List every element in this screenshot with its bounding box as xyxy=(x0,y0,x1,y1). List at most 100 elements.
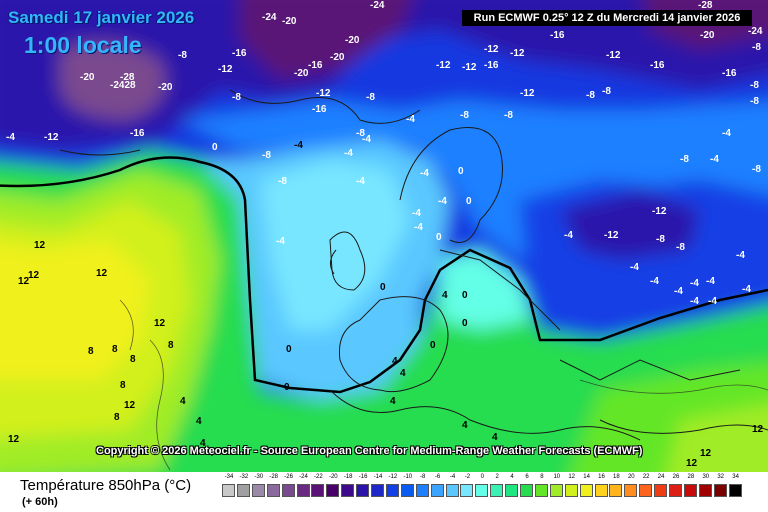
scale-tick-label: 10 xyxy=(553,474,561,480)
legend-bar: Température 850hPa (°C) (+ 60h) -34 -32 -3… xyxy=(0,472,768,512)
map-value-label: -16 xyxy=(308,60,323,71)
map-value-label: -20 xyxy=(345,35,360,46)
scale-swatch xyxy=(415,484,429,497)
map-value-label: -20 xyxy=(282,16,297,27)
scale-swatch xyxy=(356,484,370,497)
map-value-label: 8 xyxy=(114,412,120,423)
map-value-label: 0 xyxy=(212,142,218,153)
scale-swatch xyxy=(594,484,608,497)
scale-swatch xyxy=(326,484,340,497)
scale-swatch xyxy=(549,484,563,497)
scale-swatch xyxy=(445,484,459,497)
map-value-label: 0 xyxy=(462,290,468,301)
legend-title: Température 850hPa (°C) xyxy=(20,477,192,494)
scale-swatch xyxy=(564,484,578,497)
map-value-label: 0 xyxy=(458,166,464,177)
map-value-label: -16 xyxy=(484,60,499,71)
map-value-label: 12 xyxy=(18,276,30,287)
map-value-label: -16 xyxy=(232,48,247,59)
map-value-label: -4 xyxy=(690,296,699,307)
map-value-label: 0 xyxy=(462,318,468,329)
scale-swatch xyxy=(296,484,310,497)
map-value-label: -16 xyxy=(550,30,565,41)
map-value-label: 4 xyxy=(462,420,468,431)
scale-swatch xyxy=(624,484,638,497)
scale-tick-label: -16 xyxy=(358,474,368,480)
scale-tick-label: 12 xyxy=(568,474,576,480)
map-value-label: -20 xyxy=(330,52,345,63)
map-value-label: -4 xyxy=(706,276,715,287)
map-value-label: -4 xyxy=(742,284,751,295)
scale-tick-label: 14 xyxy=(583,474,590,480)
copyright-notice: Copyright © 2026 Meteociel.fr - Source E… xyxy=(96,445,643,457)
map-value-label: -12 xyxy=(606,50,621,61)
map-value-label: -8 xyxy=(278,176,287,187)
map-value-label: -8 xyxy=(178,50,187,61)
map-value-label: 0 xyxy=(380,282,386,293)
map-value-label: 4 xyxy=(392,356,398,367)
scale-tick-label: 24 xyxy=(657,474,665,480)
scale-tick-label: 2 xyxy=(495,474,499,480)
forecast-date: Samedi 17 janvier 2026 xyxy=(8,8,195,27)
map-value-label: 8 xyxy=(130,354,136,365)
map-value-label: -24 xyxy=(370,0,385,11)
map-value-label: -4 xyxy=(674,286,683,297)
coastlines xyxy=(59,89,768,441)
map-value-label: -8 xyxy=(262,150,271,161)
scale-swatch xyxy=(579,484,593,497)
map-value-label: -20 xyxy=(158,82,173,93)
map-value-label: -8 xyxy=(680,154,689,165)
scale-tick-label: -26 xyxy=(284,474,293,480)
map-value-label: -20 xyxy=(294,68,309,79)
map-value-label: 12 xyxy=(686,458,698,469)
map-value-label: 8 xyxy=(168,340,174,351)
map-value-label: 4 xyxy=(442,290,448,301)
scale-swatch xyxy=(281,484,295,497)
map-value-label: -8 xyxy=(356,128,365,139)
map-value-label: 8 xyxy=(112,344,118,355)
scale-tick-label: -12 xyxy=(388,474,398,480)
map-value-label: -4 xyxy=(294,140,303,151)
scale-tick-label: 8 xyxy=(540,474,544,480)
map-value-label: -4 xyxy=(722,128,731,139)
scale-tick-label: -10 xyxy=(403,474,413,480)
map-value-label: -8 xyxy=(750,96,759,107)
map-value-label: 0 xyxy=(430,340,436,351)
map-value-label: -20 xyxy=(700,30,715,41)
scale-tick-label: 18 xyxy=(613,474,620,480)
map-value-label: -12 xyxy=(316,88,331,99)
scale-swatch xyxy=(430,484,444,497)
map-value-label: -4 xyxy=(650,276,659,287)
scale-swatch xyxy=(669,484,682,497)
scale-swatch xyxy=(505,484,519,497)
scale-tick-label: 32 xyxy=(717,474,725,480)
scale-tick-label: 28 xyxy=(687,474,695,480)
map-value-label: -4 xyxy=(736,250,745,261)
scale-swatch xyxy=(371,484,384,497)
scale-tick-label: 4 xyxy=(510,474,514,480)
forecast-local-time: 1:00 locale xyxy=(24,32,142,58)
map-value-label: -8 xyxy=(676,242,685,253)
scale-tick-label: 26 xyxy=(672,474,680,480)
scale-tick-label: 16 xyxy=(598,474,605,480)
map-value-label: -12 xyxy=(484,44,499,55)
map-value-label: 0 xyxy=(284,382,290,393)
map-value-label: -8 xyxy=(460,110,469,121)
scale-tick-label: -30 xyxy=(254,474,264,480)
map-value-label: -4 xyxy=(356,176,365,187)
scale-tick-label: -4 xyxy=(449,474,456,480)
map-value-label: -12 xyxy=(462,62,477,73)
map-value-label: -24 xyxy=(748,26,763,37)
map-value-label: 12 xyxy=(34,240,46,251)
map-value-label: -4 xyxy=(438,196,447,207)
scale-swatch xyxy=(639,484,653,497)
map-value-label: 8 xyxy=(88,346,94,357)
scale-tick-label: -28 xyxy=(269,474,279,480)
scale-tick-label: 22 xyxy=(642,474,650,480)
map-value-label: -8 xyxy=(586,90,595,101)
map-value-label: -12 xyxy=(510,48,525,59)
map-value-label: 4 xyxy=(200,438,206,449)
scale-swatch xyxy=(654,484,668,497)
map-value-label: 0 xyxy=(466,196,472,207)
map-value-label: -4 xyxy=(690,278,699,289)
